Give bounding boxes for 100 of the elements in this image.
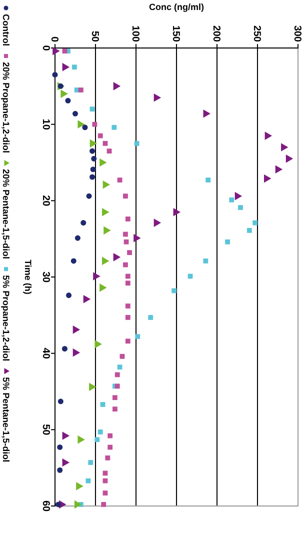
point xyxy=(281,143,288,152)
point xyxy=(80,220,86,226)
point xyxy=(106,148,112,154)
point xyxy=(125,274,130,279)
y-axis-title: Time (h) xyxy=(23,260,33,294)
point xyxy=(120,354,125,359)
point xyxy=(89,174,96,180)
point xyxy=(113,252,121,262)
point xyxy=(252,220,258,226)
point xyxy=(102,180,110,189)
point xyxy=(62,48,68,54)
point xyxy=(112,395,118,400)
point xyxy=(135,334,140,339)
point xyxy=(102,140,108,146)
x-tick-label: 100 xyxy=(130,25,140,42)
y-tick-label: 0 xyxy=(40,45,51,52)
point xyxy=(89,148,96,154)
point xyxy=(72,348,80,357)
point xyxy=(89,382,96,392)
point xyxy=(57,444,63,450)
point xyxy=(94,340,102,348)
point xyxy=(62,346,68,352)
point xyxy=(83,294,91,304)
point xyxy=(114,384,120,389)
x-tick-label: 250 xyxy=(251,25,262,42)
point xyxy=(124,239,129,244)
point xyxy=(154,93,162,102)
point xyxy=(74,500,82,509)
x-tick-label: 0 xyxy=(48,36,60,42)
point xyxy=(66,292,72,298)
legend-label: 5% Propane-1,2-diol xyxy=(1,275,11,362)
point xyxy=(86,478,91,484)
point xyxy=(125,338,130,344)
y-tick-label: 10 xyxy=(40,118,51,130)
x-tick-label: 50 xyxy=(89,30,100,42)
point xyxy=(127,250,132,256)
point xyxy=(104,226,111,235)
point xyxy=(203,258,208,264)
y-tick-label: 50 xyxy=(40,424,51,436)
point xyxy=(154,218,162,227)
point xyxy=(123,232,128,237)
point xyxy=(134,140,140,146)
point xyxy=(172,288,177,294)
point xyxy=(90,139,98,148)
point xyxy=(90,166,96,172)
point xyxy=(108,433,113,438)
point xyxy=(275,165,283,174)
point xyxy=(125,216,130,222)
point xyxy=(91,156,97,162)
point xyxy=(102,256,110,266)
point xyxy=(55,502,62,508)
point xyxy=(93,272,100,280)
point xyxy=(206,178,211,183)
point xyxy=(102,470,108,476)
point xyxy=(78,88,84,92)
point xyxy=(82,124,88,130)
point xyxy=(98,430,103,434)
point xyxy=(94,437,100,442)
point xyxy=(102,490,108,496)
point xyxy=(76,482,84,490)
legend-label: 5% Pentane-1,5-diol xyxy=(1,377,11,462)
point xyxy=(100,402,106,407)
point xyxy=(125,304,130,308)
point xyxy=(100,284,107,292)
point xyxy=(52,72,58,78)
legend-label: 20% Propane-1,2-diol xyxy=(1,62,11,154)
point xyxy=(105,455,110,460)
point xyxy=(72,64,77,70)
point xyxy=(102,208,110,216)
legend-label: Control xyxy=(1,14,11,46)
point xyxy=(62,62,70,72)
x-tick-label: 300 xyxy=(292,25,302,42)
point xyxy=(123,194,128,199)
point xyxy=(134,234,141,242)
legend-label: 20% Pentane-1,5-diol xyxy=(1,169,11,260)
point xyxy=(60,90,68,98)
point xyxy=(264,174,272,183)
point xyxy=(92,122,98,127)
point xyxy=(123,262,128,268)
point xyxy=(125,315,130,320)
point xyxy=(98,133,103,138)
point xyxy=(117,364,122,370)
point xyxy=(88,460,94,465)
point xyxy=(114,372,120,378)
point xyxy=(102,478,108,484)
x-tick-label: 200 xyxy=(210,25,222,42)
point xyxy=(225,239,230,244)
y-tick-label: 40 xyxy=(40,348,51,360)
point xyxy=(108,444,113,450)
point xyxy=(112,406,118,412)
point xyxy=(100,158,107,167)
point xyxy=(173,208,180,216)
point xyxy=(52,46,60,56)
point xyxy=(65,98,71,104)
y-tick-label: 20 xyxy=(40,195,51,207)
point xyxy=(62,432,70,440)
point xyxy=(57,467,63,473)
point xyxy=(125,280,130,286)
x-axis-title: Conc (ng/ml) xyxy=(149,2,204,12)
point xyxy=(203,109,210,118)
